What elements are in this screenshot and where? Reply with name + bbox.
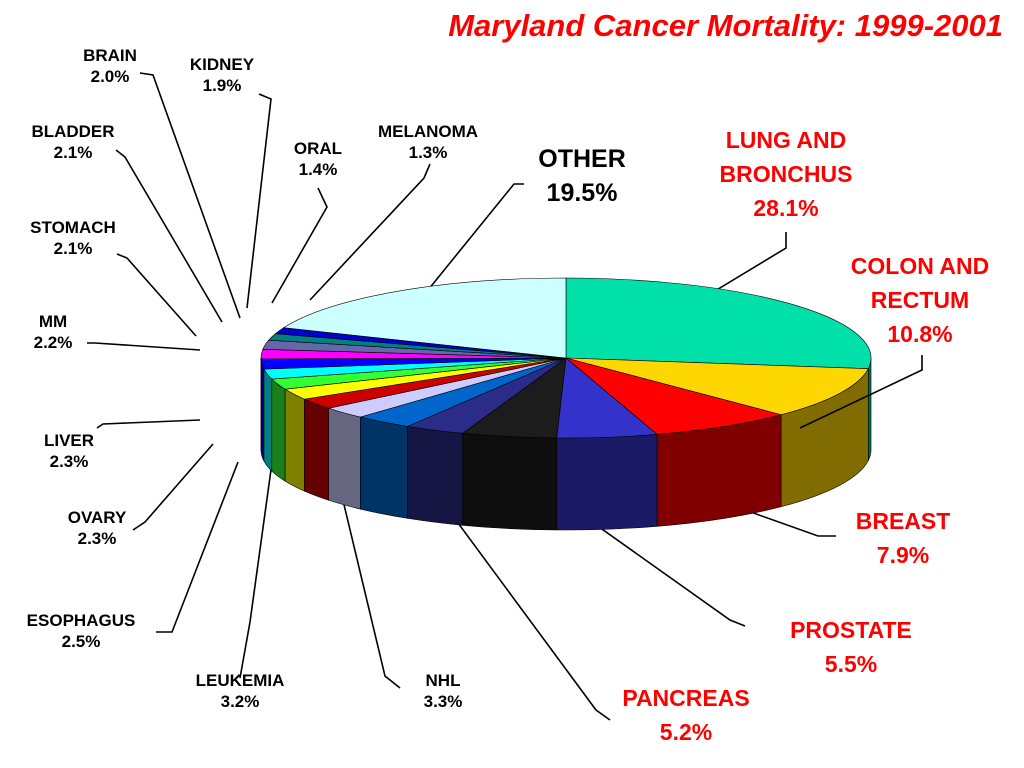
label-pancreas: PANCREAS <box>622 685 749 711</box>
label-oral: ORAL <box>294 139 342 158</box>
label-liver: LIVER <box>44 431 94 450</box>
side-esophagus <box>328 407 361 510</box>
label-colon-and-rectum-line1: COLON AND <box>851 253 989 279</box>
leader-colon-and-rectum <box>799 355 923 429</box>
label-lung-and-bronchus-line1: LUNG AND <box>726 127 847 153</box>
label-colon-and-rectum-line2: RECTUM <box>871 287 969 313</box>
label-leukemia: LEUKEMIA <box>196 671 285 690</box>
side-lung-and-bronchus <box>867 357 872 461</box>
value-mm: 2.2% <box>34 333 73 352</box>
value-liver: 2.3% <box>50 452 89 471</box>
side-liver <box>284 388 305 492</box>
label-other: OTHER <box>538 145 626 173</box>
leader-bladder <box>115 149 223 323</box>
slice-labels: LUNG AND BRONCHUS 28.1% COLON AND RECTUM 10.8… <box>27 46 990 745</box>
side-leukemia <box>360 416 408 519</box>
label-mm: MM <box>39 312 67 331</box>
chart-title: Maryland Cancer Mortality: 1999-2001 <box>448 8 1003 43</box>
value-stomach: 2.1% <box>54 239 93 258</box>
side-stomach <box>263 368 273 472</box>
value-nhl: 3.3% <box>424 692 463 711</box>
label-prostate: PROSTATE <box>790 617 912 643</box>
value-esophagus: 2.5% <box>62 632 101 651</box>
value-other: 19.5% <box>547 179 618 207</box>
slice-other <box>282 277 567 359</box>
leader-liver <box>96 419 201 429</box>
value-bladder: 2.1% <box>54 143 93 162</box>
label-ovary: OVARY <box>68 508 127 527</box>
side-prostate <box>556 434 658 531</box>
label-kidney: KIDNEY <box>190 55 255 74</box>
leader-nhl <box>334 466 401 689</box>
slice-breast <box>565 357 783 435</box>
label-nhl: NHL <box>426 671 461 690</box>
value-lung-and-bronchus: 28.1% <box>753 195 818 221</box>
leader-mm <box>87 342 201 351</box>
leader-other <box>427 183 524 291</box>
leader-ovary <box>132 443 214 531</box>
label-esophagus: ESOPHAGUS <box>27 611 136 630</box>
leader-lines <box>87 72 836 721</box>
leader-pancreas <box>429 484 611 721</box>
side-nhl <box>407 426 463 526</box>
slice-lung-and-bronchus <box>565 277 872 369</box>
leader-esophagus <box>156 461 239 633</box>
value-melanoma: 1.3% <box>409 143 448 162</box>
value-pancreas: 5.2% <box>660 719 712 745</box>
side-pancreas <box>462 432 558 531</box>
value-kidney: 1.9% <box>203 76 242 95</box>
label-melanoma: MELANOMA <box>378 122 478 141</box>
side-mm <box>271 378 286 482</box>
value-breast: 7.9% <box>877 542 929 568</box>
label-bladder: BLADDER <box>31 122 114 141</box>
leader-melanoma <box>309 163 431 301</box>
label-brain: BRAIN <box>83 46 137 65</box>
leader-leukemia <box>239 447 275 679</box>
value-ovary: 2.3% <box>78 529 117 548</box>
label-stomach: STOMACH <box>30 218 116 237</box>
value-oral: 1.4% <box>299 160 338 179</box>
leader-stomach <box>116 253 197 337</box>
value-brain: 2.0% <box>91 67 130 86</box>
side-bladder <box>260 358 265 462</box>
leader-lung-and-bronchus <box>704 232 787 298</box>
label-lung-and-bronchus-line2: BRONCHUS <box>720 161 853 187</box>
label-breast: BREAST <box>856 508 951 534</box>
leader-oral <box>271 187 328 304</box>
value-prostate: 5.5% <box>825 651 877 677</box>
side-ovary <box>304 398 329 501</box>
slice-colon-and-rectum <box>565 357 869 416</box>
leader-kidney <box>246 93 272 309</box>
value-leukemia: 3.2% <box>221 692 260 711</box>
pie-body <box>260 277 923 531</box>
value-colon-and-rectum: 10.8% <box>887 321 952 347</box>
leader-brain <box>139 72 241 319</box>
